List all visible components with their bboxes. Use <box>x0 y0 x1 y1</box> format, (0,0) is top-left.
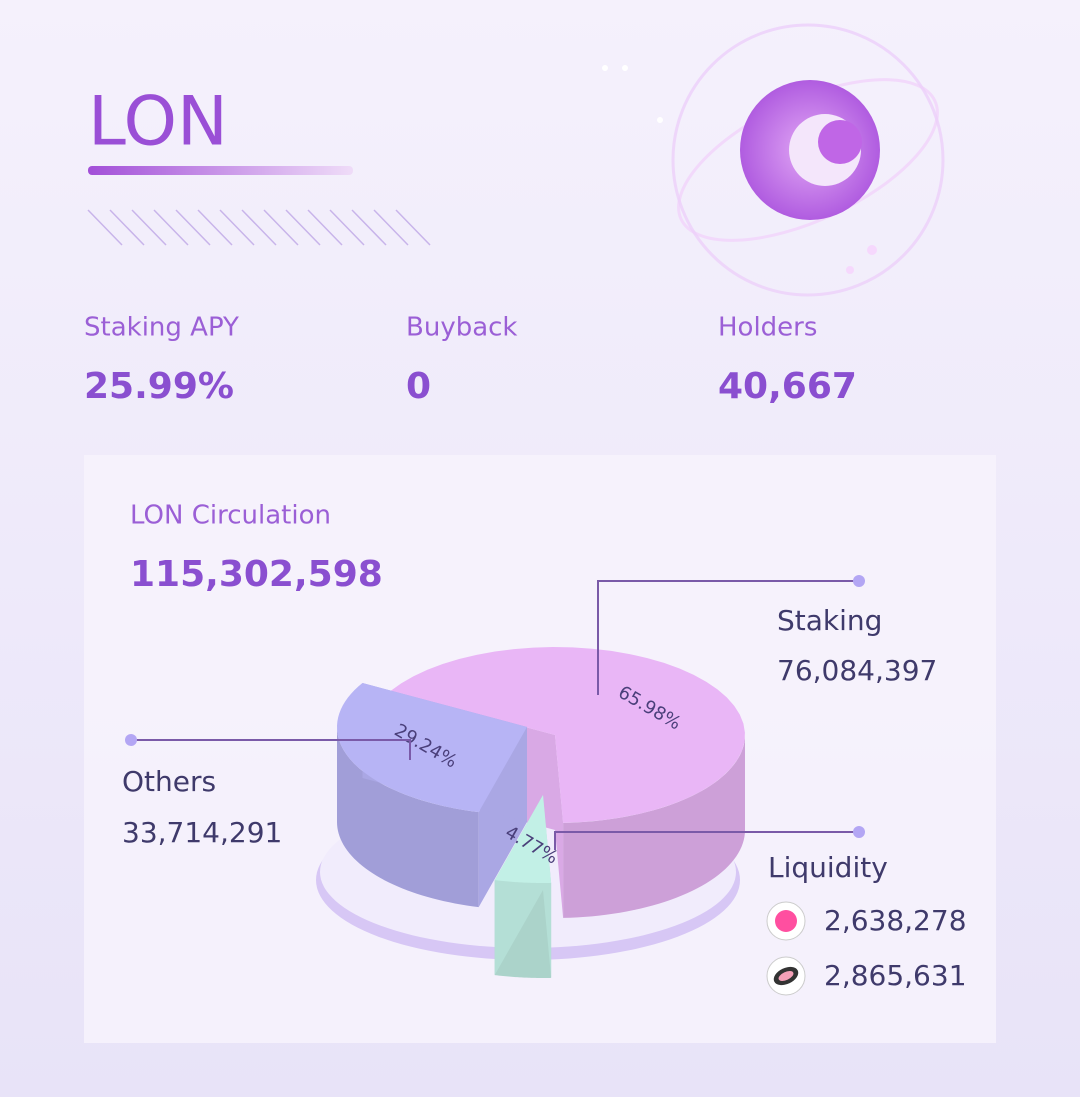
stat-value: 0 <box>406 366 431 407</box>
legend-others: Others <box>122 765 216 798</box>
underline <box>88 166 353 175</box>
pie-side <box>563 735 745 918</box>
hatch-line <box>131 209 167 246</box>
pie-slice <box>494 795 552 883</box>
hatch-line <box>219 209 255 246</box>
staking-amount: 76,084,397 <box>777 654 937 687</box>
hatch-line <box>263 209 299 246</box>
hatch-line <box>197 209 233 246</box>
sushiswap-icon <box>766 956 806 996</box>
legend-staking: Staking <box>777 604 882 637</box>
hatch-line <box>153 209 189 246</box>
stat-value: 25.99% <box>84 366 234 407</box>
logo <box>602 23 945 297</box>
pie-cut <box>555 735 564 918</box>
circulation-value: 115,302,598 <box>130 554 383 595</box>
others-amount: 33,714,291 <box>122 816 282 849</box>
hatch-line <box>241 209 277 246</box>
pie-side <box>337 727 479 908</box>
hatch-line <box>109 209 145 246</box>
hatch-line <box>329 209 365 246</box>
hatch <box>87 209 431 246</box>
hatch-line <box>395 209 431 246</box>
uniswap-amount: 2,638,278 <box>824 904 967 937</box>
stat-label: Buyback <box>406 313 518 343</box>
legend-liquidity: Liquidity <box>768 851 888 884</box>
hatch-line <box>87 209 123 246</box>
hatch-line <box>373 209 409 246</box>
hatch-line <box>351 209 387 246</box>
stat-label: Staking APY <box>84 313 239 343</box>
leaders <box>132 580 858 850</box>
sushiswap-amount: 2,865,631 <box>824 959 967 992</box>
uniswap-icon <box>766 901 806 941</box>
pie-slice <box>337 683 527 813</box>
stat-value: 40,667 <box>718 366 857 407</box>
pie-slice <box>390 647 745 823</box>
hatch-line <box>285 209 321 246</box>
hatch-line <box>175 209 211 246</box>
stat-label: Holders <box>718 313 817 343</box>
hatch-line <box>307 209 343 246</box>
title: LON <box>88 83 228 162</box>
leader-dots <box>125 575 865 838</box>
circulation-label: LON Circulation <box>130 501 331 531</box>
